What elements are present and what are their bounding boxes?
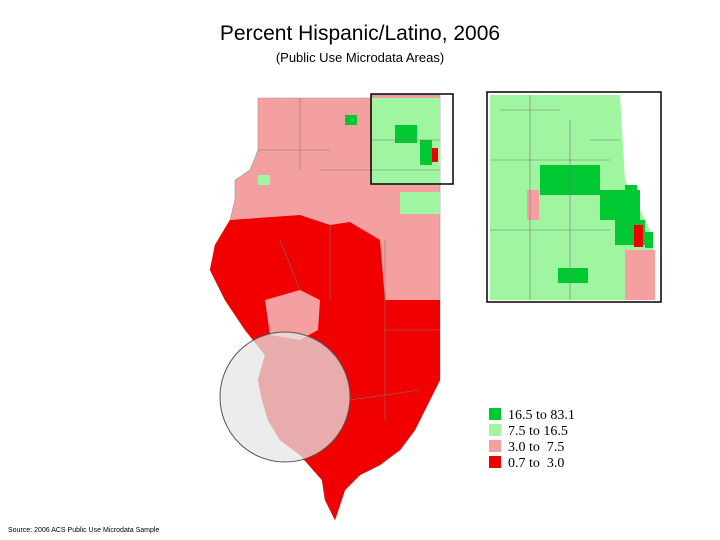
legend-label: 0.7 to 3.0 <box>508 456 564 471</box>
inset-borders <box>490 95 620 300</box>
legend-label: 16.5 to 83.1 <box>508 408 575 423</box>
legend: 16.5 to 83.17.5 to 16.53.0 to 7.50.7 to … <box>489 408 575 471</box>
inset-red <box>634 225 643 247</box>
region-green <box>420 140 432 165</box>
legend-label: 7.5 to 16.5 <box>508 424 568 439</box>
inset-map <box>486 91 662 303</box>
legend-swatch <box>489 408 501 420</box>
inset-green <box>625 185 637 195</box>
subtitle: (Public Use Microdata Areas) <box>276 50 444 65</box>
inset-green <box>645 232 653 248</box>
region-pink-center <box>265 290 320 340</box>
region-lightgreen <box>258 175 270 185</box>
legend-swatch <box>489 456 501 468</box>
inset-green <box>558 268 588 283</box>
legend-label: 3.0 to 7.5 <box>508 440 564 455</box>
region-lightgreen <box>400 192 440 214</box>
state-map <box>209 93 454 521</box>
highlight-circle <box>219 331 351 463</box>
region-red <box>432 148 438 162</box>
title: Percent Hispanic/Latino, 2006 <box>220 22 500 45</box>
inset-lightgreen <box>490 95 610 300</box>
source: Source: 2006 ACS Public Use Microdata Sa… <box>8 527 159 534</box>
inset-pink <box>625 250 655 300</box>
inset-marker <box>370 93 454 185</box>
legend-swatch <box>489 440 501 452</box>
inset-pink <box>527 190 539 220</box>
region-green <box>345 115 357 125</box>
legend-swatch <box>489 424 501 436</box>
region-green <box>395 125 417 143</box>
borders <box>258 98 440 420</box>
